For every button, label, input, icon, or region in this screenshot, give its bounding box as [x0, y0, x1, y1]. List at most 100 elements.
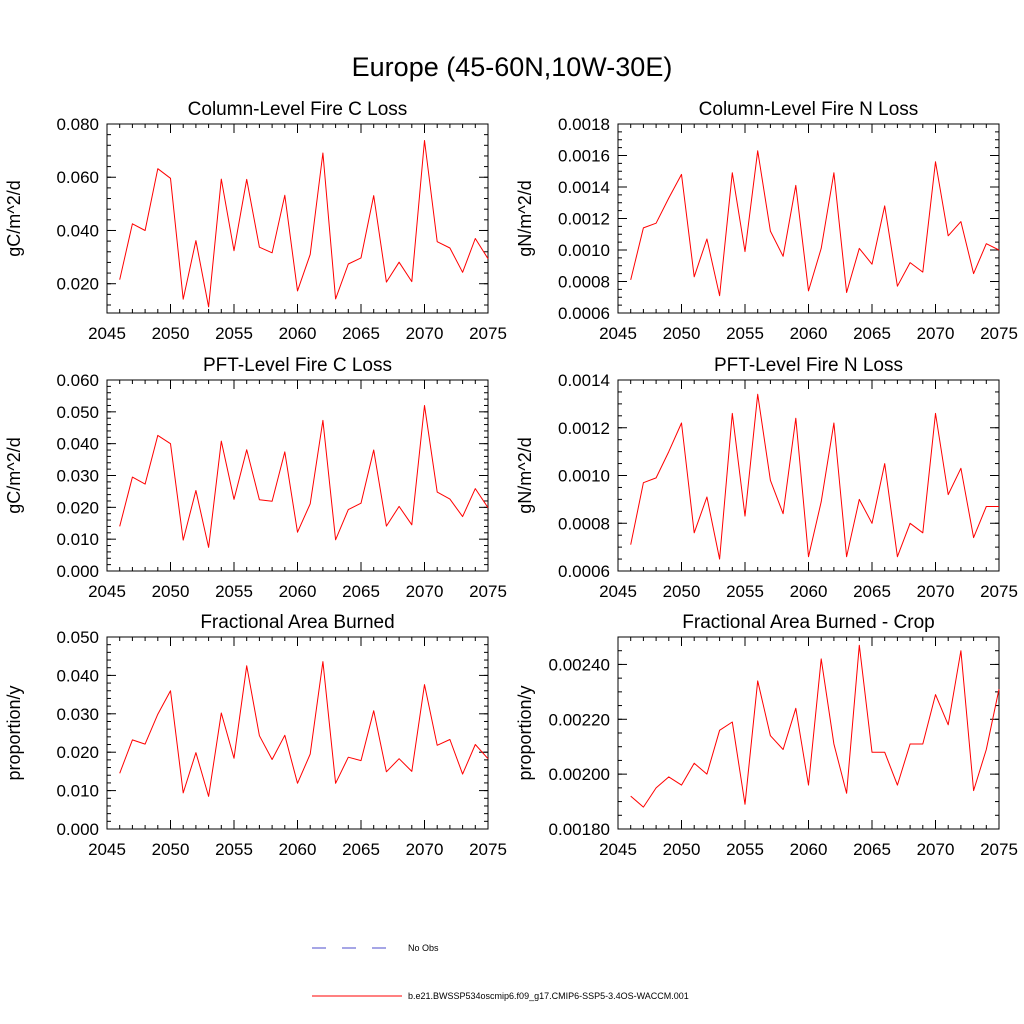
chart2-ytick-label: 0.0012 — [558, 210, 610, 229]
chart3-xtick-label: 2045 — [88, 582, 126, 601]
chart2-ytick-label: 0.0008 — [558, 273, 610, 292]
chart2-ytick-label: 0.0006 — [558, 304, 610, 323]
chart6-ytick-label: 0.00200 — [549, 765, 610, 784]
chart6-xtick-label: 2075 — [980, 840, 1018, 859]
chart4-xtick-label: 2055 — [726, 582, 764, 601]
chart4-ytick-label: 0.0012 — [558, 419, 610, 438]
chart3-xtick-label: 2075 — [469, 582, 507, 601]
chart1-ytick-label: 0.060 — [56, 168, 99, 187]
chart1-ytick-label: 0.080 — [56, 115, 99, 134]
chart1-xtick-label: 2075 — [469, 324, 507, 343]
chart2-xtick-label: 2065 — [853, 324, 891, 343]
chart3-ytick-label: 0.040 — [56, 435, 99, 454]
chart2-title: Column-Level Fire N Loss — [699, 99, 919, 120]
chart4-xtick-label: 2045 — [599, 582, 637, 601]
chart6-ytick-label: 0.00180 — [549, 820, 610, 839]
chart4-xtick-label: 2065 — [853, 582, 891, 601]
chart5-xtick-label: 2055 — [215, 840, 253, 859]
chart4-frame — [617, 379, 1000, 572]
chart2-panel: Column-Level Fire N Loss 0.0006 0.0008 0.00… — [515, 99, 1018, 343]
chart3-ytick-label: 0.060 — [56, 371, 99, 390]
chart5-xtick-label: 2045 — [88, 840, 126, 859]
chart5-xtick-label: 2060 — [279, 840, 317, 859]
chart5-panel: Fractional Area Burned 0.000 0.010 0.020 0.0… — [4, 612, 507, 859]
chart6-xtick-label: 2060 — [790, 840, 828, 859]
chart6-series-line — [630, 644, 1000, 808]
chart3-xtick-label: 2060 — [279, 582, 317, 601]
chart4-ytick-label: 0.0014 — [558, 371, 610, 390]
chart2-xtick-label: 2075 — [980, 324, 1018, 343]
chart4-series-line — [630, 393, 999, 560]
chart6-xtick-label: 2050 — [663, 840, 701, 859]
chart6-xtick-label: 2065 — [853, 840, 891, 859]
chart6-title: Fractional Area Burned - Crop — [682, 612, 934, 633]
chart4-ylabel: gN/m^2/d — [515, 437, 535, 513]
chart4-xtick-label: 2070 — [917, 582, 955, 601]
chart1-ylabel: gC/m^2/d — [4, 180, 24, 256]
chart3-title: PFT-Level Fire C Loss — [203, 355, 392, 376]
chart3-ytick-label: 0.030 — [56, 467, 99, 486]
chart1-series-line — [119, 140, 489, 308]
chart2-ytick-label: 0.0018 — [558, 115, 610, 134]
chart3-ytick-label: 0.000 — [56, 562, 99, 581]
chart5-ytick-label: 0.040 — [56, 666, 99, 685]
chart6-ytick-label: 0.00240 — [549, 655, 610, 674]
chart6-ytick-label: 0.00220 — [549, 710, 610, 729]
chart2-xtick-label: 2060 — [790, 324, 828, 343]
legend: No Obs b.e21.BWSSP534oscmip6.f09_g17.CMI… — [312, 943, 689, 1001]
chart4-ytick-label: 0.0008 — [558, 514, 610, 533]
chart4-ytick-label: 0.0006 — [558, 562, 610, 581]
chart2-xtick-label: 2045 — [599, 324, 637, 343]
chart1-ytick-label: 0.020 — [56, 275, 99, 294]
chart2-ytick-label: 0.0016 — [558, 147, 610, 166]
chart5-xtick-label: 2075 — [469, 840, 507, 859]
chart2-xtick-label: 2070 — [917, 324, 955, 343]
chart5-ytick-label: 0.050 — [56, 628, 99, 647]
chart5-title: Fractional Area Burned — [200, 612, 394, 633]
chart6-xtick-label: 2070 — [917, 840, 955, 859]
chart5-ytick-label: 0.000 — [56, 820, 99, 839]
chart1-xtick-label: 2050 — [152, 324, 190, 343]
chart2-xtick-label: 2050 — [663, 324, 701, 343]
chart3-series-line — [119, 405, 489, 548]
chart6-frame — [617, 636, 1000, 830]
chart1-xtick-label: 2045 — [88, 324, 126, 343]
chart4-xtick-label: 2050 — [663, 582, 701, 601]
chart4-ytick-label: 0.0010 — [558, 467, 610, 486]
chart5-series-line — [119, 661, 489, 797]
chart3-xtick-label: 2050 — [152, 582, 190, 601]
figure-title: Europe (45-60N,10W-30E) — [352, 52, 673, 82]
chart3-ytick-label: 0.010 — [56, 530, 99, 549]
legend-label-model: b.e21.BWSSP534oscmip6.f09_g17.CMIP6-SSP5… — [408, 991, 689, 1001]
chart1-xtick-label: 2060 — [279, 324, 317, 343]
chart3-xtick-label: 2055 — [215, 582, 253, 601]
chart3-xtick-label: 2065 — [342, 582, 380, 601]
chart3-ytick-label: 0.050 — [56, 403, 99, 422]
chart-panels: Column-Level Fire C Loss 0.020 0.040 0.060 0… — [4, 99, 1018, 859]
chart4-panel: PFT-Level Fire N Loss 0.0006 0.0008 0.0010 0… — [515, 355, 1018, 601]
chart2-ylabel: gN/m^2/d — [515, 180, 535, 256]
chart1-xtick-label: 2065 — [342, 324, 380, 343]
chart5-ytick-label: 0.010 — [56, 782, 99, 801]
chart2-xtick-label: 2055 — [726, 324, 764, 343]
chart3-xtick-label: 2070 — [406, 582, 444, 601]
chart1-xtick-label: 2055 — [215, 324, 253, 343]
chart5-ytick-label: 0.020 — [56, 743, 99, 762]
chart4-xtick-label: 2075 — [980, 582, 1018, 601]
chart6-xtick-label: 2045 — [599, 840, 637, 859]
chart3-ylabel: gC/m^2/d — [4, 437, 24, 513]
chart2-ytick-label: 0.0010 — [558, 241, 610, 260]
chart2-frame — [617, 123, 1000, 314]
chart1-frame — [106, 123, 489, 314]
chart5-ylabel: proportion/y — [4, 685, 24, 780]
chart1-xtick-label: 2070 — [406, 324, 444, 343]
chart5-xtick-label: 2070 — [406, 840, 444, 859]
chart4-xtick-label: 2060 — [790, 582, 828, 601]
chart2-series-line — [630, 150, 1000, 297]
chart3-ytick-label: 0.020 — [56, 498, 99, 517]
chart4-title: PFT-Level Fire N Loss — [714, 355, 903, 376]
chart3-panel: PFT-Level Fire C Loss 0.000 0.010 0.020 0.03… — [4, 355, 507, 601]
chart5-xtick-label: 2065 — [342, 840, 380, 859]
chart6-xtick-label: 2055 — [726, 840, 764, 859]
